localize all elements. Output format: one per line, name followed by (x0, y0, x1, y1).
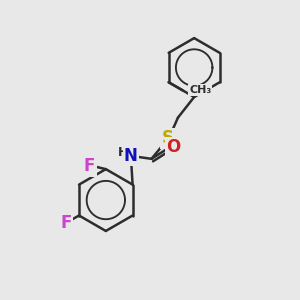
Text: O: O (166, 138, 180, 156)
Text: N: N (124, 147, 138, 165)
Text: F: F (84, 157, 95, 175)
Text: H: H (118, 146, 128, 159)
Text: S: S (162, 129, 174, 147)
Text: CH₃: CH₃ (189, 85, 212, 95)
Text: F: F (60, 214, 71, 232)
